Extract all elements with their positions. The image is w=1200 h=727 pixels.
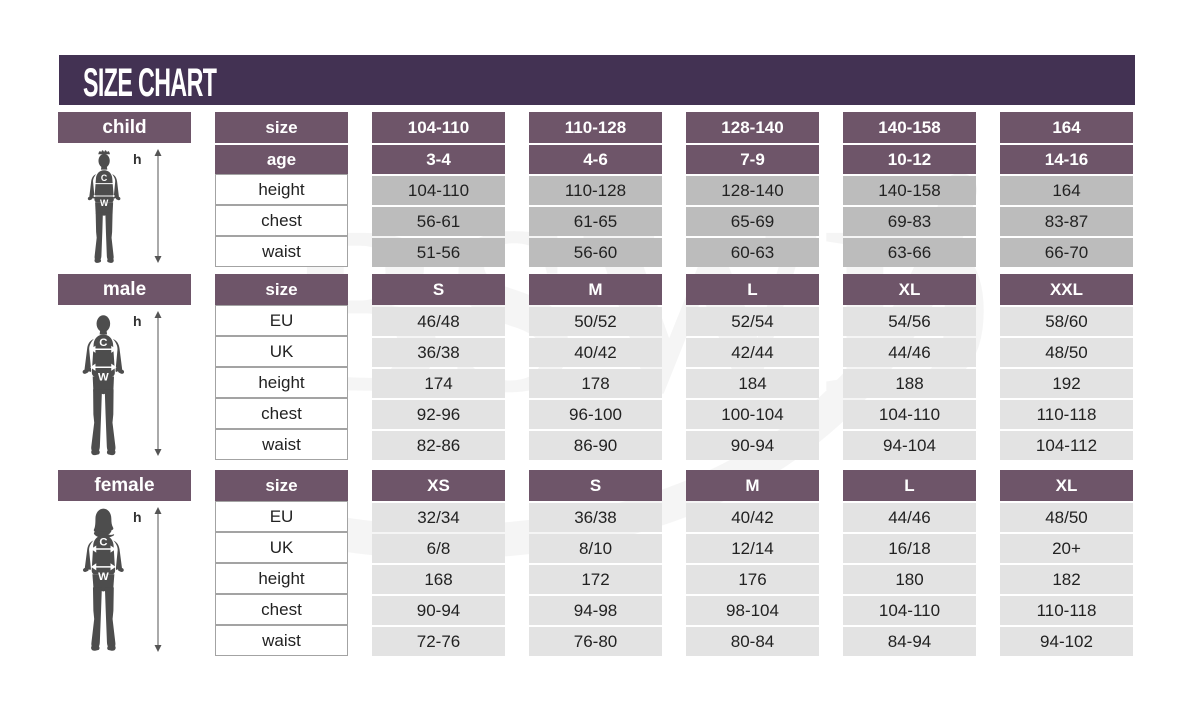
svg-text:C: C [99,337,107,349]
svg-text:C: C [99,537,107,549]
svg-text:W: W [98,571,109,583]
svg-text:W: W [98,371,109,383]
svg-text:W: W [100,198,109,208]
svg-text:C: C [101,173,108,183]
